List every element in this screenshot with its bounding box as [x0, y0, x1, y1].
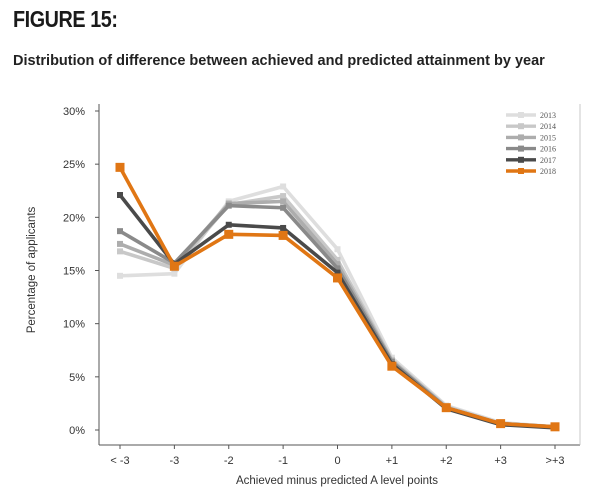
data-point — [171, 270, 178, 277]
series-line-2016 — [119, 203, 556, 429]
data-point — [117, 192, 123, 199]
legend-item-2014: 2014 — [506, 122, 556, 131]
y-tick-label: 0% — [69, 425, 85, 437]
data-point — [225, 202, 232, 209]
data-point — [334, 269, 341, 276]
data-point — [169, 261, 179, 271]
x-tick-label: 0 — [334, 455, 340, 467]
series-2017 — [117, 192, 558, 431]
data-point — [334, 261, 341, 268]
data-point — [496, 419, 506, 429]
legend-item-2017: 2017 — [506, 156, 556, 165]
y-tick-label: 5% — [69, 372, 85, 384]
legend-marker — [518, 168, 524, 174]
legend-item-2015: 2015 — [506, 133, 556, 142]
legend-label: 2016 — [540, 145, 556, 154]
legend-item-2018: 2018 — [506, 167, 556, 176]
legend-marker — [518, 145, 524, 152]
chart-subtitle: Distribution of difference between achie… — [13, 53, 545, 69]
data-point — [225, 221, 232, 228]
y-tick-group: 0% 5% 10% 15% 20% 25% 30% — [63, 106, 99, 437]
series-2013 — [117, 183, 558, 430]
x-tick-label: +1 — [386, 455, 399, 467]
data-point — [278, 230, 288, 240]
figure-label: FIGURE 15: — [13, 6, 118, 32]
series-line-2018 — [118, 166, 556, 429]
data-point — [117, 272, 123, 279]
series-line-2013 — [119, 184, 556, 429]
data-point — [333, 273, 342, 283]
data-point — [280, 193, 287, 200]
x-tick-label: < -3 — [110, 455, 129, 467]
data-point — [280, 198, 287, 205]
y-axis-title: Percentage of applicants — [26, 206, 38, 333]
data-point — [387, 361, 397, 371]
series-2018 — [115, 162, 560, 432]
y-tick-label: 25% — [63, 159, 85, 171]
x-tick-label: -1 — [278, 455, 288, 467]
data-point — [334, 256, 341, 263]
data-point — [115, 162, 125, 172]
series-2016 — [117, 202, 558, 430]
y-tick-label: 10% — [63, 319, 85, 331]
series-2014 — [117, 193, 558, 430]
data-point — [280, 204, 287, 211]
data-point — [224, 229, 234, 239]
x-tick-label: -2 — [224, 455, 234, 467]
x-tick-label: +2 — [440, 455, 453, 467]
series-line-2017 — [118, 193, 556, 430]
legend-marker — [518, 134, 524, 141]
legend-label: 2013 — [540, 111, 556, 120]
legend-marker — [518, 112, 524, 118]
legend-item-2013: 2013 — [506, 111, 556, 120]
data-point — [441, 403, 451, 413]
series-line-2015 — [119, 199, 556, 429]
series-line-2014 — [119, 194, 556, 429]
data-point — [117, 228, 123, 235]
data-point — [334, 265, 341, 272]
data-point — [280, 183, 287, 190]
legend-marker — [518, 156, 524, 163]
legend-label: 2017 — [540, 156, 556, 165]
legend: 2013 2014 2015 2016 2017 2018 — [506, 111, 556, 176]
legend-label: 2014 — [540, 122, 556, 131]
x-axis-title: Achieved minus predicted A level points — [236, 475, 438, 487]
series-2015 — [117, 198, 558, 430]
legend-label: 2015 — [540, 133, 556, 142]
data-point — [280, 224, 287, 231]
legend-marker — [518, 123, 524, 130]
data-point — [334, 246, 341, 253]
data-point — [117, 248, 123, 255]
x-tick-label: -3 — [169, 455, 179, 467]
x-tick-label: +3 — [494, 455, 507, 467]
y-tick-label: 20% — [63, 212, 85, 224]
legend-item-2016: 2016 — [506, 145, 556, 154]
data-point — [117, 240, 123, 247]
y-tick-label: 15% — [63, 266, 85, 278]
x-tick-label: >+3 — [546, 455, 565, 467]
legend-label: 2018 — [540, 167, 556, 176]
data-point — [550, 422, 560, 432]
x-tick-group: < -3 -3 -2 -1 0 +1 +2 +3 >+3 — [110, 445, 564, 467]
y-tick-label: 30% — [63, 106, 85, 118]
series-group — [115, 162, 560, 432]
